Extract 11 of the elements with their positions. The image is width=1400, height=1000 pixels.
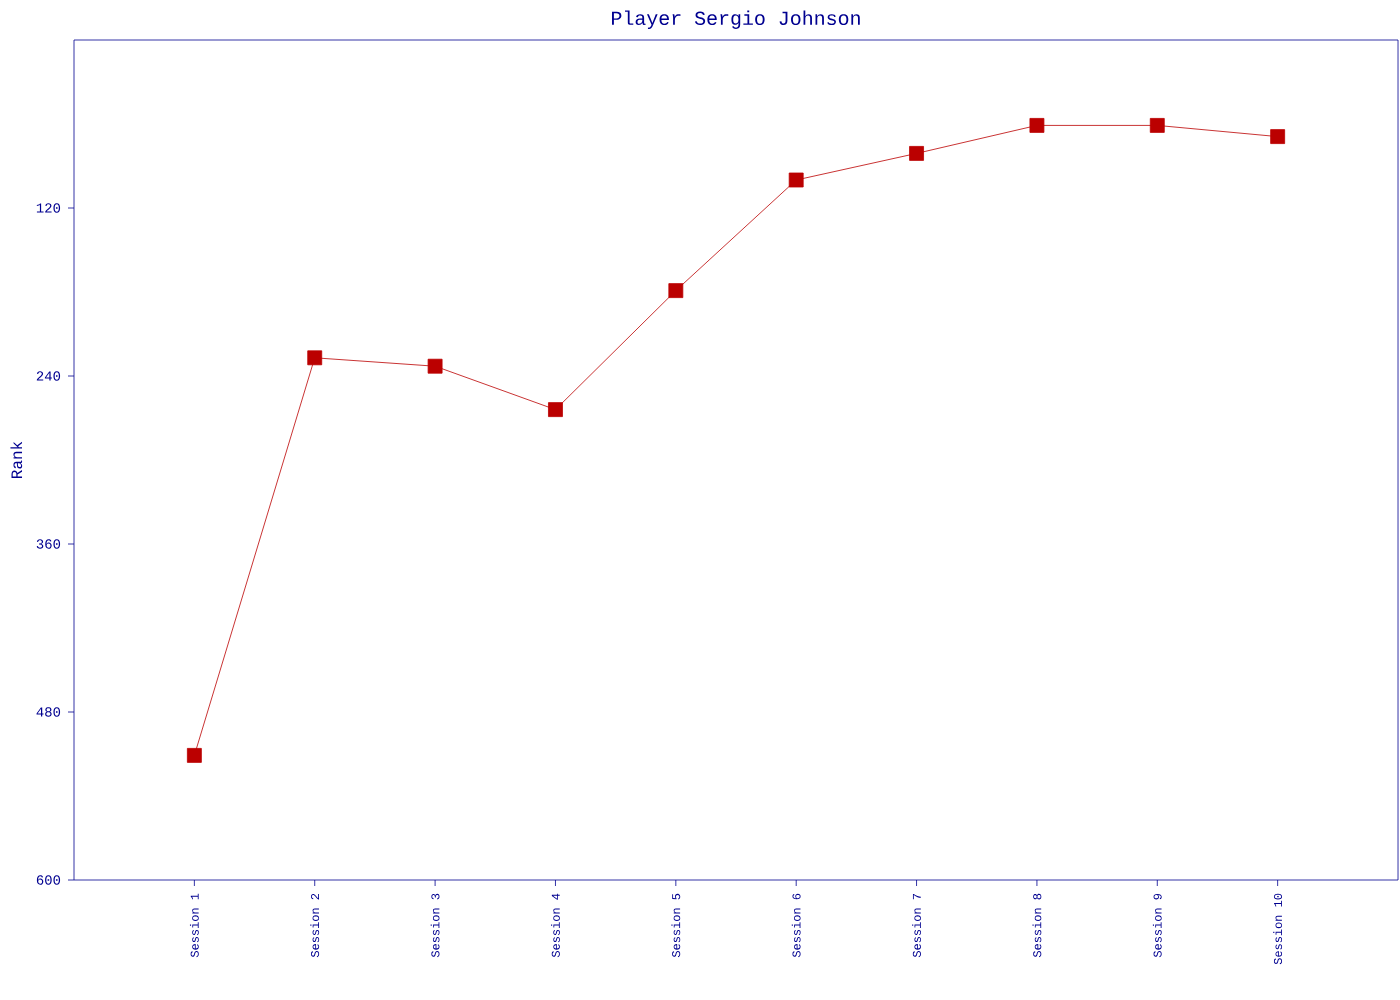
point [548, 402, 563, 418]
chart-title: Player Sergio Johnson [612, 10, 860, 29]
point [1270, 129, 1286, 144]
point [788, 172, 804, 188]
point [186, 748, 202, 763]
point [307, 350, 323, 366]
point [668, 283, 684, 299]
point [1149, 118, 1165, 133]
point [909, 146, 924, 161]
point [1029, 118, 1045, 133]
point [427, 358, 443, 374]
